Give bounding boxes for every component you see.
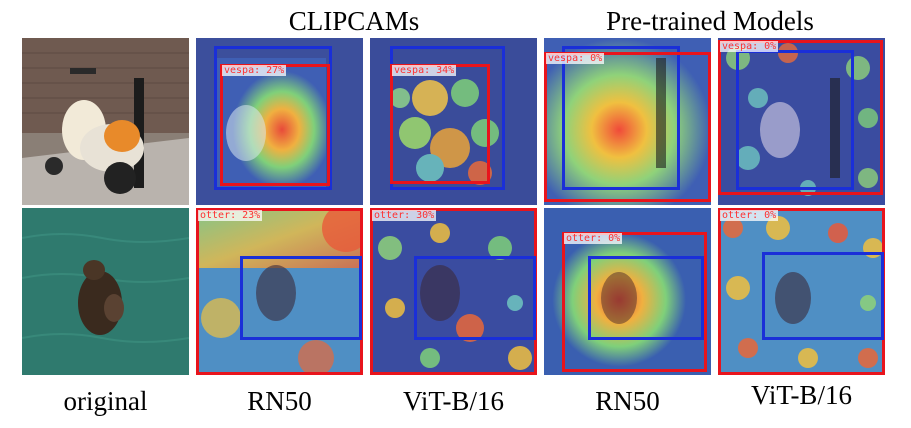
pred-box <box>718 40 883 195</box>
column-label-original: original <box>63 386 148 416</box>
score-label: otter: 23% <box>198 210 263 221</box>
score-label: vespa: 27% <box>222 65 287 76</box>
pred-box <box>390 64 490 184</box>
score-label: vespa: 34% <box>392 65 457 76</box>
pred-box <box>562 232 707 372</box>
gt-box <box>240 256 362 340</box>
gt-box <box>214 46 332 190</box>
score-label: otter: 0% <box>720 210 779 221</box>
column-label-rn50-clipcam: RN50 <box>247 386 312 416</box>
pred-box <box>544 52 711 202</box>
original-otter-image <box>22 208 189 375</box>
pred-box <box>220 64 330 186</box>
column-label-vitb16-pretrained: ViT-B/16 <box>751 380 852 410</box>
score-label: otter: 0% <box>564 233 623 244</box>
original-scooter-image <box>22 38 189 205</box>
gt-box <box>562 46 680 190</box>
pretrained-vitb16-scooter-heatmap: vespa: 0% <box>718 38 885 205</box>
column-label-rn50-pretrained: RN50 <box>595 386 660 416</box>
score-label: otter: 30% <box>372 210 437 221</box>
gt-box <box>762 252 884 340</box>
clipcam-vitb16-scooter-heatmap: vespa: 34% <box>370 38 537 205</box>
header-pretrained: Pre-trained Models <box>606 6 814 36</box>
column-label-vitb16-clipcam: ViT-B/16 <box>403 386 504 416</box>
pretrained-rn50-otter-heatmap: otter: 0% <box>544 208 711 375</box>
pretrained-vitb16-otter-heatmap: otter: 0% <box>718 208 885 375</box>
clipcam-rn50-scooter-heatmap: vespa: 27% <box>196 38 363 205</box>
score-label: vespa: 0% <box>546 53 605 64</box>
clipcam-vitb16-otter-heatmap: otter: 30% <box>370 208 537 375</box>
clipcam-rn50-otter-heatmap: otter: 23% <box>196 208 363 375</box>
header-clipcams: CLIPCAMs <box>288 6 420 36</box>
gt-box <box>414 256 536 340</box>
pretrained-rn50-scooter-heatmap: vespa: 0% <box>544 38 711 205</box>
score-label: vespa: 0% <box>720 41 779 52</box>
gt-box <box>736 50 854 190</box>
gt-box <box>588 256 704 340</box>
